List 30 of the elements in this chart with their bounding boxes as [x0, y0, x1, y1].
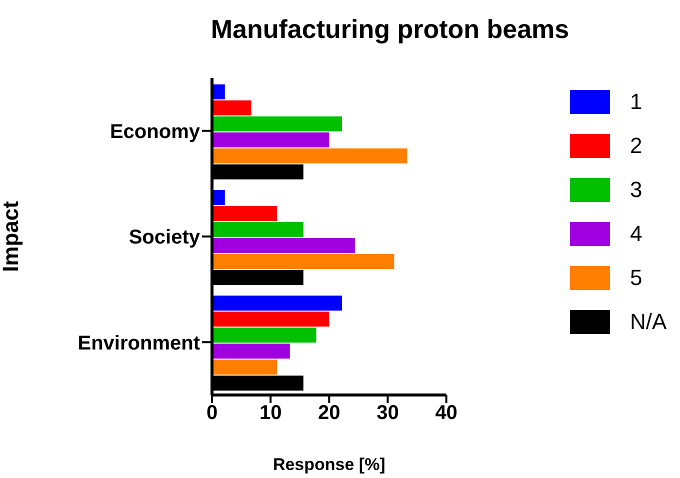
y-tick-label: Environment [78, 332, 200, 354]
bar [212, 222, 304, 238]
legend-label: N/A [630, 309, 667, 335]
x-tick-label: 30 [376, 402, 399, 424]
x-tick-label: 10 [259, 402, 282, 424]
bar [212, 148, 408, 164]
bar [212, 328, 316, 343]
bar [212, 132, 330, 148]
x-tick-label: 0 [206, 402, 218, 424]
x-axis-title: Response [%] [272, 455, 386, 474]
legend-label: 1 [630, 89, 642, 115]
legend-label: 5 [630, 265, 642, 291]
legend-label: 3 [630, 177, 642, 203]
y-tick-label: Society [128, 226, 201, 249]
x-tick-label: 20 [318, 402, 340, 424]
bar [212, 312, 330, 327]
bar [212, 360, 278, 375]
bar [212, 238, 355, 254]
bar [212, 296, 342, 311]
bar [212, 254, 394, 270]
bar [212, 206, 278, 222]
y-axis-title: Impact [0, 200, 23, 272]
bar [212, 344, 290, 359]
y-tick-label: Economy [110, 120, 201, 143]
bar [212, 116, 342, 132]
x-tick-label: 40 [435, 402, 458, 424]
legend-label: 2 [630, 133, 642, 159]
bar [212, 100, 252, 116]
chart-title: Manufacturing proton beams [210, 14, 570, 45]
legend-label: 4 [630, 221, 642, 247]
